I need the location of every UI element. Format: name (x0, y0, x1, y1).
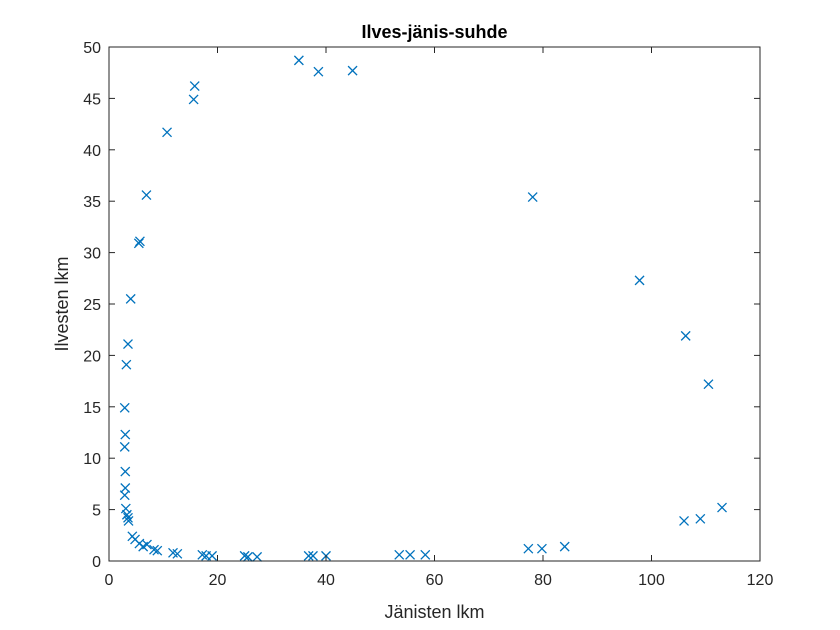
data-point (120, 503, 131, 514)
y-tick-label: 35 (83, 194, 101, 211)
data-point (162, 127, 173, 138)
y-tick-label: 5 (92, 503, 101, 520)
data-point (695, 513, 706, 524)
x-tick-label: 0 (105, 572, 114, 589)
data-point (123, 339, 133, 350)
data-point (527, 192, 538, 203)
plot-area-frame (108, 46, 761, 562)
data-point (120, 429, 131, 440)
x-tick-label: 80 (534, 572, 552, 589)
data-point (313, 66, 324, 77)
data-point (559, 541, 570, 552)
data-point (634, 275, 645, 286)
data-point (123, 515, 134, 526)
data-point (188, 94, 199, 105)
data-point (189, 81, 200, 92)
data-point (121, 509, 132, 520)
data-point (141, 190, 152, 200)
chart-title: Ilves-jänis-suhde (361, 22, 507, 42)
data-point (149, 544, 159, 555)
y-tick-label: 15 (83, 400, 101, 417)
y-tick-label: 0 (92, 554, 101, 571)
x-tick-label: 100 (638, 572, 665, 589)
data-point (201, 550, 212, 561)
data-point (168, 547, 178, 558)
y-tick-label: 40 (83, 143, 101, 160)
data-point (133, 238, 144, 249)
data-point (119, 441, 130, 452)
data-point (152, 545, 163, 556)
data-point (242, 551, 253, 562)
data-point (197, 549, 208, 560)
data-point (127, 531, 138, 542)
data-point (293, 55, 304, 66)
data-point (680, 330, 691, 341)
data-point (121, 359, 132, 370)
data-points (119, 55, 727, 562)
data-point (394, 549, 405, 560)
y-axis: 0 5 10 15 20 25 30 35 40 45 50 (83, 40, 760, 571)
data-point (252, 551, 263, 562)
y-tick-label: 25 (83, 297, 101, 314)
data-point (134, 236, 145, 247)
data-point (120, 466, 131, 477)
data-point (308, 550, 318, 561)
data-point (536, 543, 547, 554)
x-axis-title: Jänisten lkm (384, 602, 484, 622)
data-point (119, 402, 130, 413)
data-point (239, 550, 250, 561)
x-tick-label: 120 (747, 572, 774, 589)
data-point (523, 543, 534, 554)
x-axis: 0 20 40 60 80 100 120 (105, 47, 774, 589)
x-tick-label: 40 (317, 572, 335, 589)
y-tick-label: 45 (83, 91, 101, 108)
data-point (123, 512, 133, 523)
data-point (125, 293, 136, 304)
y-axis-title: Ilvesten lkm (52, 256, 72, 351)
data-point (420, 549, 431, 560)
x-tick-label: 20 (209, 572, 227, 589)
data-point (303, 550, 314, 561)
data-point (347, 65, 358, 76)
data-point (679, 515, 690, 526)
data-point (703, 379, 714, 390)
y-tick-label: 30 (83, 246, 101, 263)
x-tick-label: 60 (426, 572, 444, 589)
y-tick-label: 20 (83, 348, 101, 365)
data-point (717, 502, 727, 513)
data-point (405, 549, 416, 560)
data-point (120, 483, 131, 493)
y-tick-label: 10 (83, 451, 101, 468)
y-tick-label: 50 (83, 40, 101, 57)
